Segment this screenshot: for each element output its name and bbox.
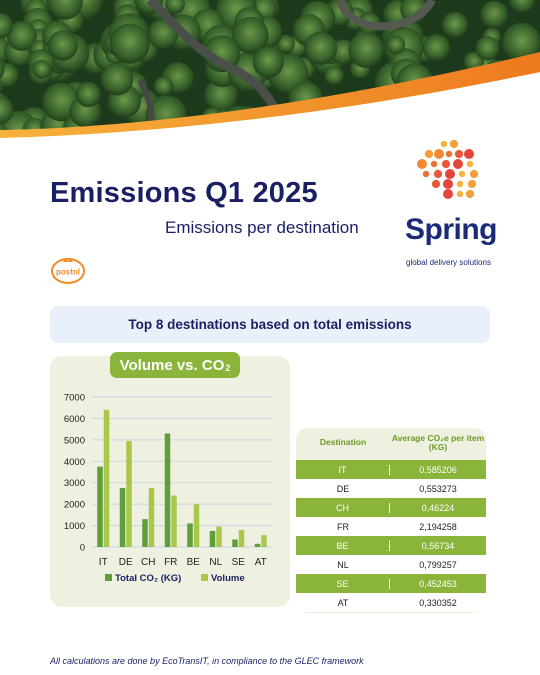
table-cell-destination: IT	[296, 464, 390, 475]
bar-SE-co2	[232, 539, 238, 547]
x-tick-label: DE	[119, 557, 133, 568]
chart-title-subscript: 2	[225, 363, 231, 373]
bar-FR-volume	[171, 495, 177, 547]
chart-title-text: Volume vs. CO	[119, 356, 225, 374]
table-cell-average: 0,330352	[419, 597, 457, 608]
table-row: IT 0,585206	[296, 460, 486, 479]
section-banner: Top 8 destinations based on total emissi…	[50, 306, 490, 343]
x-tick-label: FR	[164, 557, 177, 568]
legend-label-1: Volume	[211, 573, 245, 584]
page-title: Emissions Q1 2025	[50, 177, 318, 209]
x-tick-label: SE	[232, 557, 246, 568]
footnote: All calculations are done by EcoTransIT,…	[50, 656, 364, 666]
x-tick-label: CH	[141, 557, 155, 568]
x-tick-label: IT	[99, 557, 108, 568]
table-cell-destination: AT	[337, 597, 349, 608]
bar-SE-volume	[238, 529, 245, 547]
spring-wordmark: Spring	[405, 213, 498, 246]
bar-DE-co2	[119, 488, 126, 547]
page-subtitle: Emissions per destination	[165, 218, 359, 237]
bar-FR-co2	[164, 433, 171, 547]
table-header-average: Average CO₂e per item (KG)	[391, 432, 485, 452]
x-tick-label: AT	[255, 557, 267, 568]
y-tick-label: 5000	[64, 435, 85, 446]
bar-AT-co2	[254, 543, 261, 547]
table-row: AT 0,330352	[296, 593, 486, 612]
table-row: SE 0,452453	[296, 574, 486, 593]
postnl-logo-text: postnl	[56, 268, 80, 277]
bar-NL-volume	[216, 526, 222, 547]
bar-IT-co2	[97, 466, 103, 547]
x-tick-label: NL	[209, 557, 222, 568]
bar-CH-volume	[148, 488, 155, 547]
table-cell-destination: FR	[337, 521, 349, 532]
bar-CH-co2	[142, 519, 148, 547]
table-cell-average: 0,46224	[421, 502, 455, 513]
table-row: DE 0,553273	[296, 479, 486, 498]
table-cell-destination: DE	[336, 483, 350, 494]
bar-DE-volume	[126, 440, 132, 547]
legend-swatch-0	[105, 574, 112, 581]
legend-swatch-1	[201, 574, 208, 581]
bar-IT-volume	[103, 409, 110, 547]
y-tick-label: 4000	[64, 457, 85, 468]
table-cell-average: 0,56734	[421, 540, 455, 551]
table-cell-average: 0,799257	[419, 559, 457, 570]
y-tick-label: 1000	[64, 521, 85, 532]
emissions-table: Destination Average CO₂e per item (KG) I…	[296, 428, 486, 613]
table-header-destination: Destination	[319, 437, 367, 448]
bar-BE-co2	[187, 523, 193, 547]
table-cell-destination: CH	[296, 502, 390, 513]
y-tick-label: 2000	[64, 500, 85, 511]
postnl-logo-icon: postnl	[51, 258, 85, 284]
spring-tagline: global delivery solutions	[406, 258, 491, 267]
table-cell-average: 0,452453	[419, 578, 457, 589]
x-tick-label: BE	[187, 557, 201, 568]
table-row: BE 0,56734	[296, 536, 486, 555]
table-cell-average: 0,585206	[419, 464, 457, 475]
table-cell-destination: NL	[337, 559, 349, 570]
bar-AT-volume	[261, 535, 267, 547]
spring-logo-dots-icon	[417, 139, 479, 199]
table-row: FR 2,194258	[296, 517, 486, 536]
table-row: NL 0,799257	[296, 555, 486, 574]
table-cell-destination: SE	[296, 578, 390, 589]
y-tick-label: 7000	[64, 393, 85, 404]
bar-BE-volume	[193, 504, 200, 547]
chart-title: Volume vs. CO 2	[110, 352, 240, 378]
volume-co2-bar-chart: 0 1000 2000 3000 4000 5000 6000 7000 IT DE CH FR BE N…	[64, 393, 272, 584]
table-cell-average: 0,553273	[419, 483, 457, 494]
y-tick-label: 3000	[64, 478, 85, 489]
hero-forest-image	[0, 0, 540, 140]
y-tick-label: 0	[80, 543, 85, 554]
legend-label-0: Total CO₂ (KG)	[115, 573, 181, 584]
table-cell-average: 2,194258	[419, 521, 457, 532]
y-tick-label: 6000	[64, 414, 85, 425]
table-row: CH 0,46224	[296, 498, 486, 517]
bar-NL-co2	[209, 530, 216, 547]
table-cell-destination: BE	[296, 540, 390, 551]
